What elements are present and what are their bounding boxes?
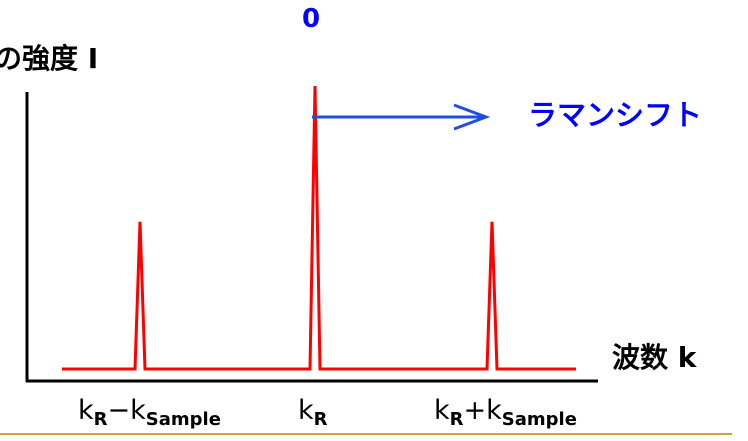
tick-base: k (434, 395, 450, 426)
shift-arrow-head (453, 103, 491, 131)
tick-operator: −k (107, 395, 146, 426)
tick-subscript-r: R (93, 409, 108, 430)
tick-stokes: kR+kSample (434, 395, 577, 429)
tick-rayleigh: kR (298, 395, 328, 429)
tick-subscript-sample: Sample (501, 409, 577, 430)
tick-subscript-r: R (313, 409, 328, 430)
tick-anti-stokes: kR−kSample (78, 395, 221, 429)
tick-subscript-r: R (449, 409, 464, 430)
y-axis-label: の強度 I (0, 42, 99, 75)
tick-operator: +k (463, 395, 502, 426)
x-axis-label: 波数 k (612, 341, 697, 374)
tick-subscript-sample: Sample (145, 409, 221, 430)
tick-base: k (298, 395, 314, 426)
tick-base: k (78, 395, 94, 426)
spectrum-line (62, 85, 576, 371)
raman-shift-label: ラマンシフト (528, 98, 703, 132)
zero-shift-label: 0 (302, 4, 321, 34)
